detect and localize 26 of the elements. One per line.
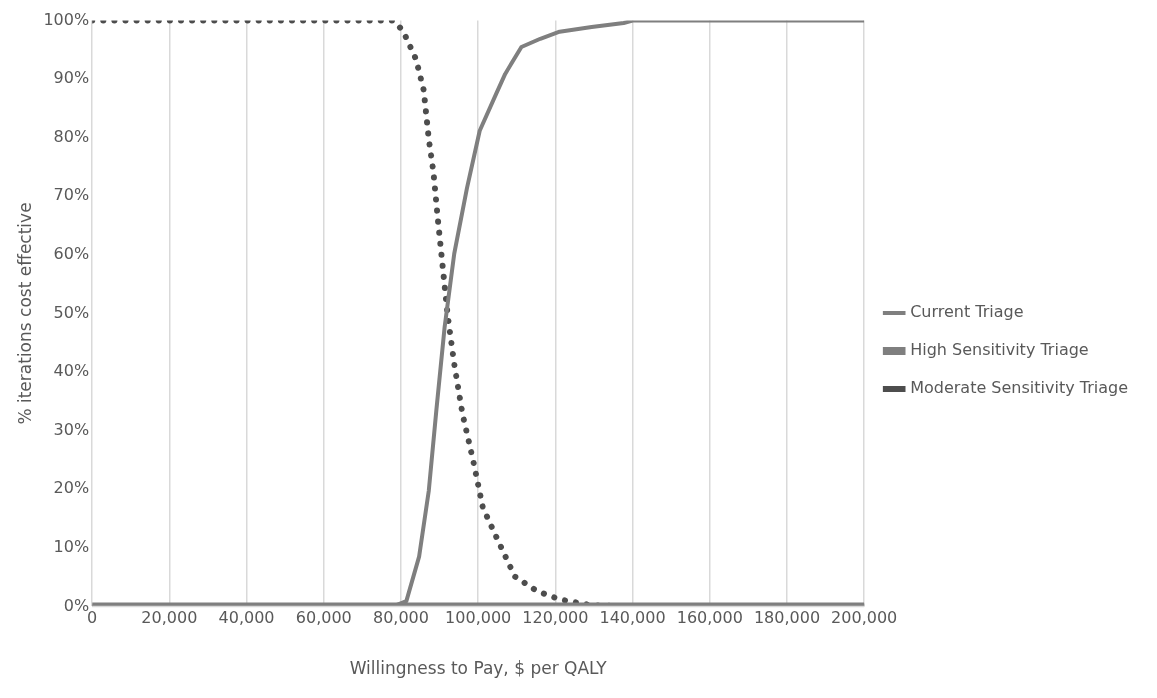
y-tick-label: 70%	[53, 185, 90, 205]
legend-label: High Sensitivity Triage	[910, 340, 1089, 360]
y-tick-label: 40%	[53, 361, 90, 381]
x-tick-label: 180,000	[753, 608, 821, 628]
x-tick-label: 140,000	[599, 608, 666, 628]
y-tick-label: 60%	[53, 244, 90, 264]
x-tick-label: 200,000	[831, 608, 898, 628]
x-tick-label: 80,000	[372, 608, 429, 628]
y-tick-label: 20%	[53, 478, 90, 498]
x-tick-label: 160,000	[676, 608, 743, 628]
legend-label: Current Triage	[910, 302, 1024, 322]
x-tick-label: 20,000	[141, 608, 198, 628]
y-tick-label: 10%	[53, 536, 90, 556]
y-tick-label: 30%	[53, 419, 90, 439]
x-tick-label: 0	[87, 608, 98, 628]
x-tick-label: 100,000	[445, 608, 512, 628]
x-tick-label: 60,000	[295, 608, 352, 628]
y-tick-label: 90%	[53, 68, 90, 88]
y-tick-label: 80%	[53, 126, 90, 146]
y-axis-title: % iterations cost effective	[14, 202, 35, 425]
x-axis-title: Willingness to Pay, $ per QALY	[349, 658, 608, 679]
y-tick-label: 100%	[43, 9, 90, 29]
y-tick-label: 50%	[53, 302, 90, 322]
legend-label: Moderate Sensitivity Triage	[910, 378, 1128, 398]
x-tick-label: 40,000	[218, 608, 275, 628]
x-tick-label: 120,000	[522, 608, 589, 628]
